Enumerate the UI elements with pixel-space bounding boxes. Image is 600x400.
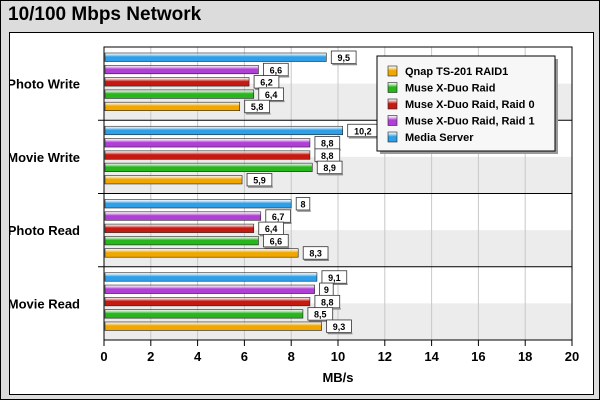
value-label-muse-x-duo-raid-raid-0-photo-write: 6,2	[260, 78, 273, 88]
legend-label-muse-x-duo-raid-raid-0: Muse X-Duo Raid, Raid 0	[405, 99, 535, 111]
x-tick-label-8: 8	[288, 349, 295, 364]
bar-qnap-ts-201-raid1-movie-write	[104, 175, 243, 185]
bar-muse-x-duo-raid-raid-1-photo-read	[104, 211, 262, 221]
legend-label-qnap-ts-201-raid1: Qnap TS-201 RAID1	[405, 66, 508, 78]
x-tick-label-4: 4	[194, 349, 202, 364]
value-label-box	[295, 197, 311, 211]
value-label-muse-x-duo-raid-raid-0-movie-read: 8,8	[321, 297, 334, 307]
value-label-box	[263, 233, 289, 248]
x-tick-label-14: 14	[424, 349, 439, 364]
x-tick-label-6: 6	[241, 349, 248, 364]
value-label-box	[258, 87, 284, 101]
value-label-muse-x-duo-raid-raid-0-photo-read: 6,4	[265, 224, 278, 234]
legend-label-media-server: Media Server	[405, 132, 474, 144]
x-tick-label-16: 16	[471, 349, 485, 364]
value-label-qnap-ts-201-raid1-photo-write: 5,8	[251, 102, 264, 112]
value-label-muse-x-duo-raid-raid-1-photo-read: 6,7	[272, 212, 285, 222]
value-label-qnap-ts-201-raid1-movie-read: 9,3	[333, 322, 346, 332]
x-axis-label: MB/s	[322, 370, 353, 385]
value-label-media-server-photo-read: 8	[300, 200, 305, 210]
legend-swatch-muse-x-duo-raid	[387, 82, 398, 93]
legend-label-muse-x-duo-raid: Muse X-Duo Raid	[405, 83, 495, 95]
x-tick-label-18: 18	[518, 349, 532, 364]
legend-swatch-media-server	[387, 131, 398, 143]
category-label-photo-write: Photo Write	[10, 77, 80, 92]
legend-swatch-qnap-ts-201-raid1	[387, 65, 398, 77]
bar-muse-x-duo-raid-photo-read	[104, 236, 259, 246]
bar-muse-x-duo-raid-photo-write	[104, 89, 255, 99]
value-label-muse-x-duo-raid-movie-write: 8,9	[323, 163, 336, 173]
bar-muse-x-duo-raid-raid-1-photo-write	[104, 64, 259, 75]
value-label-muse-x-duo-raid-movie-read: 8,5	[314, 310, 327, 320]
x-tick-label-2: 2	[147, 349, 154, 364]
chart-title: 10/100 Mbps Network	[8, 4, 202, 25]
value-label-muse-x-duo-raid-raid-1-movie-write: 8,8	[321, 139, 334, 149]
value-label-qnap-ts-201-raid1-movie-write: 5,9	[253, 175, 266, 185]
legend-label-muse-x-duo-raid-raid-1: Muse X-Duo Raid, Raid 1	[405, 116, 535, 128]
bar-muse-x-duo-raid-raid-0-movie-read	[104, 297, 311, 307]
x-tick-label-20: 20	[565, 349, 579, 364]
category-label-movie-write: Movie Write	[10, 150, 80, 165]
value-label-muse-x-duo-raid-raid-0-movie-write: 8,8	[321, 151, 334, 161]
value-label-box	[307, 307, 334, 321]
legend	[376, 55, 556, 152]
bar-media-server-movie-read	[104, 272, 318, 282]
bar-muse-x-duo-raid-raid-1-movie-read	[104, 284, 315, 294]
value-label-media-server-movie-write: 10,2	[354, 126, 372, 136]
value-label-box	[316, 160, 343, 175]
bar-muse-x-duo-raid-movie-write	[104, 162, 313, 172]
value-label-box	[302, 246, 329, 260]
bar-muse-x-duo-raid-raid-0-photo-read	[104, 223, 255, 233]
value-label-qnap-ts-201-raid1-photo-read: 8,3	[309, 249, 322, 259]
legend-swatch-muse-x-duo-raid-raid-1	[387, 115, 398, 126]
bar-media-server-photo-read	[104, 199, 292, 209]
bar-muse-x-duo-raid-movie-read	[104, 309, 304, 319]
value-label-box	[326, 319, 352, 333]
bar-media-server-photo-write	[104, 52, 327, 62]
legend-swatch-muse-x-duo-raid-raid-0	[387, 98, 398, 110]
value-label-box	[330, 50, 357, 64]
value-label-muse-x-duo-raid-raid-1-movie-read: 9	[324, 285, 329, 295]
value-label-box	[321, 270, 348, 284]
bar-muse-x-duo-raid-raid-1-movie-write	[104, 138, 311, 148]
bar-media-server-movie-write	[104, 125, 343, 136]
bar-muse-x-duo-raid-raid-0-photo-write	[104, 77, 250, 87]
x-tick-label-0: 0	[100, 349, 107, 364]
x-tick-label-10: 10	[331, 349, 345, 364]
bar-muse-x-duo-raid-raid-0-movie-write	[104, 150, 311, 160]
bar-qnap-ts-201-raid1-movie-read	[104, 321, 322, 331]
x-tick-label-12: 12	[378, 349, 392, 364]
plot-panel: Photo Write 9,5 6,6 6,2 6,4 5,8 Movie Write 10,…	[7, 32, 594, 395]
value-label-muse-x-duo-raid-photo-write: 6,4	[265, 90, 278, 100]
value-label-muse-x-duo-raid-photo-read: 6,6	[270, 236, 283, 246]
bar-qnap-ts-201-raid1-photo-write	[104, 101, 241, 111]
value-label-box	[246, 173, 273, 187]
value-label-media-server-photo-write: 9,5	[337, 53, 350, 63]
value-label-muse-x-duo-raid-raid-1-photo-write: 6,6	[270, 65, 283, 75]
category-label-photo-read: Photo Read	[10, 223, 80, 238]
value-label-media-server-movie-read: 9,1	[328, 273, 341, 283]
bar-qnap-ts-201-raid1-photo-read	[104, 248, 299, 258]
value-label-box	[244, 99, 270, 114]
category-label-movie-read: Movie Read	[10, 296, 80, 311]
